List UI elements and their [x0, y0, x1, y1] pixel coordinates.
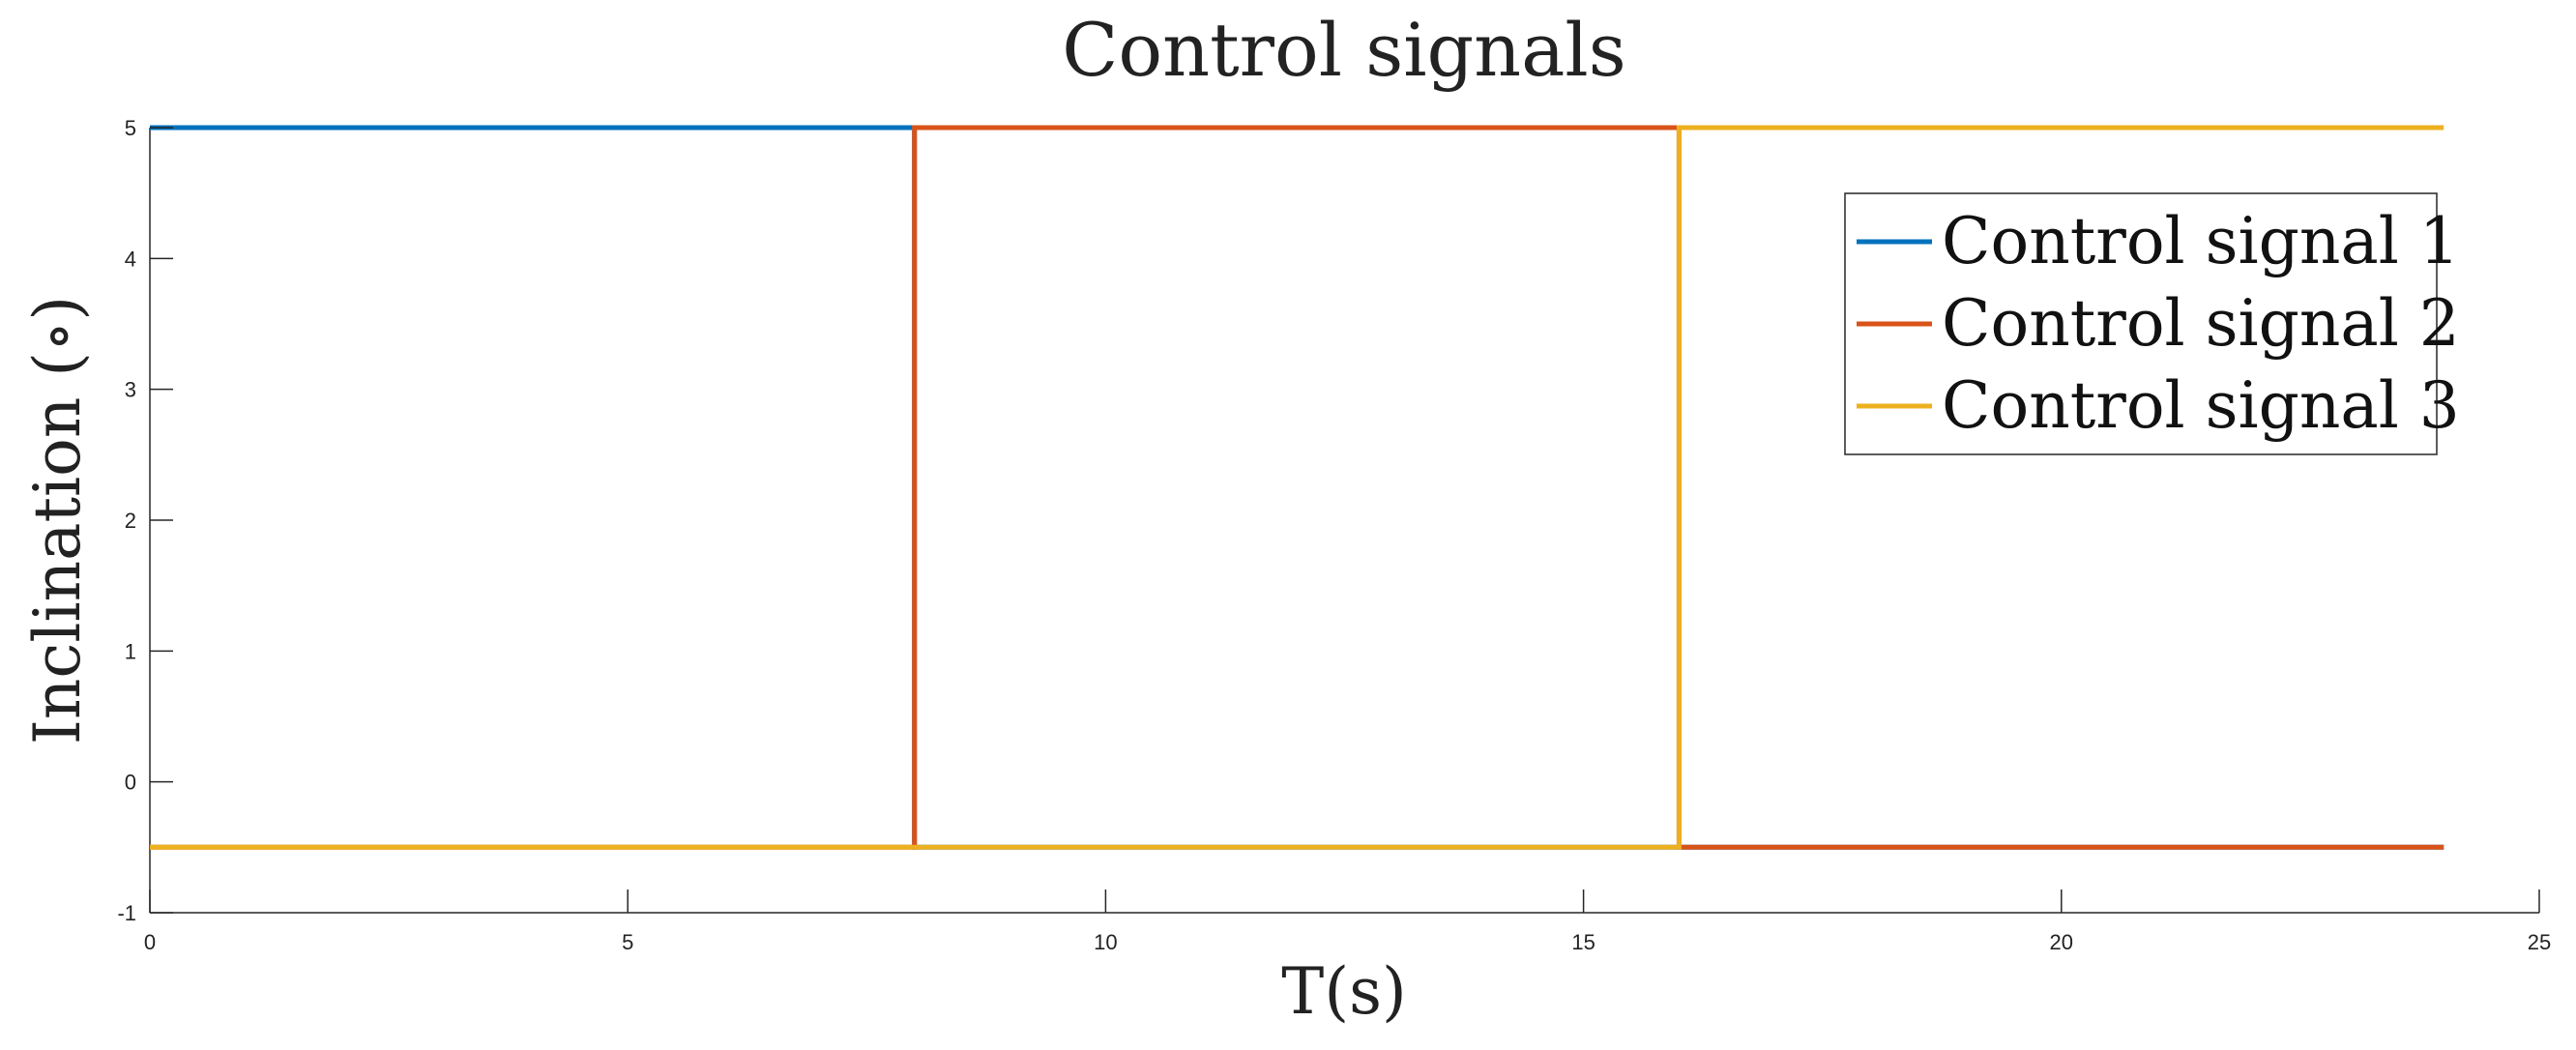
legend-label-1: Control signal 1	[1942, 204, 2460, 278]
y-tick-label: 5	[125, 116, 136, 140]
legend-items: Control signal 1 Control signal 2Control …	[1857, 204, 2460, 443]
x-tick-label: 5	[622, 930, 633, 954]
y-tick-label: 4	[125, 247, 136, 271]
y-tick-label: 0	[125, 771, 136, 795]
x-tick-label: 25	[2528, 930, 2551, 954]
chart-title: Control signals	[1062, 7, 1625, 93]
x-axis-ticks: 0 5 10 15 20 25	[144, 890, 2551, 954]
legend-box	[1844, 192, 2438, 455]
series-group	[150, 125, 2444, 850]
series-line-3	[150, 125, 2444, 850]
legend-label-3: Control signal 3	[1942, 368, 2460, 443]
y-axis-ticks: -1 0 1 2 3 4 5	[117, 116, 173, 925]
x-tick-label: 0	[144, 930, 156, 954]
legend: Control signal 1 Control signal 2Control …	[1844, 192, 2460, 455]
y-tick-label: 3	[125, 378, 136, 402]
plot-area: 0 5 10 15 20 25 -1 0 1 2 3 4 5	[117, 116, 2551, 954]
y-axis-label: Inclination (∘)	[20, 296, 95, 744]
y-tick-label: -1	[117, 901, 136, 925]
x-tick-label: 15	[1571, 930, 1595, 954]
y-tick-label: 2	[125, 509, 136, 533]
x-tick-label: 10	[1094, 930, 1117, 954]
x-tick-label: 20	[2050, 930, 2073, 954]
legend-label-2: Control signal 2	[1942, 286, 2460, 361]
x-axis-label: T(s)	[1281, 954, 1406, 1029]
y-tick-label: 1	[125, 639, 136, 663]
